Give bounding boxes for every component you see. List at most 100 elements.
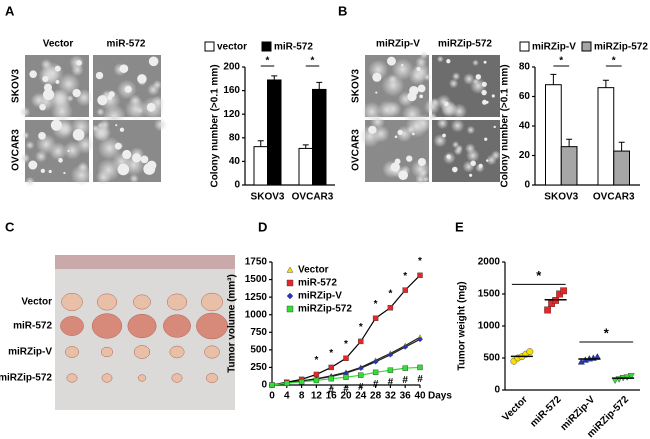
bar <box>613 150 630 186</box>
colony <box>55 79 60 84</box>
photo-blob <box>21 131 30 140</box>
tumor <box>171 373 183 383</box>
y-tick-label: 80 <box>519 62 531 73</box>
x-tick-label: 12 <box>311 391 323 402</box>
y-tick-label: 500 <box>483 353 500 364</box>
legend-label: miR-572 <box>274 42 313 53</box>
point <box>387 304 394 311</box>
colony <box>416 66 421 72</box>
column-label: Vector <box>43 39 74 50</box>
tumor <box>61 293 83 311</box>
significance: * <box>329 348 333 359</box>
photo-blob <box>63 141 82 160</box>
colony <box>394 158 401 165</box>
point <box>387 351 394 358</box>
significance: * <box>266 56 270 67</box>
column-label: miRZip-V <box>376 39 420 50</box>
error-bar <box>257 140 264 147</box>
colony <box>72 128 85 141</box>
row-label: miRZip-572 <box>0 373 52 384</box>
legend-marker <box>286 279 294 287</box>
y-tick-label: 1000 <box>245 309 268 320</box>
photo-blob <box>428 112 438 121</box>
colony <box>469 173 473 177</box>
bar <box>560 146 578 186</box>
colony <box>386 56 396 66</box>
colony <box>119 64 129 73</box>
y-tick-label: 750 <box>250 327 267 338</box>
photo-blob <box>49 89 72 112</box>
legend-swatch <box>261 41 272 52</box>
tumor <box>206 372 218 384</box>
row-label: SKOV3 <box>351 69 362 103</box>
point <box>402 287 408 293</box>
x-tick-label: 4 <box>284 391 290 402</box>
point <box>328 375 334 382</box>
colony <box>63 171 66 175</box>
colony <box>485 100 489 104</box>
y-axis-label: Colony number (>0.1 mm) <box>500 64 511 187</box>
y-tick-label: 2000 <box>478 257 501 268</box>
y-tick-label: 40 <box>519 121 531 132</box>
colony <box>124 85 132 93</box>
row-label: OVCAR3 <box>11 129 22 171</box>
colony <box>140 155 149 164</box>
colony <box>478 163 483 168</box>
point <box>358 338 364 345</box>
tumor <box>163 314 191 338</box>
colony <box>42 75 49 83</box>
y-tick-label: 20 <box>519 150 531 161</box>
colony <box>38 132 46 140</box>
bar <box>253 146 268 186</box>
photo-blob <box>415 173 427 185</box>
tumor <box>91 313 123 339</box>
legend-marker <box>286 305 294 313</box>
colony <box>398 170 408 181</box>
point <box>372 369 379 376</box>
tumor <box>169 345 185 359</box>
tumor <box>60 316 84 336</box>
colony <box>406 155 413 162</box>
significance: * <box>314 355 318 366</box>
column-label: miR-572 <box>107 39 146 50</box>
x-tick-label: 40 <box>414 391 426 402</box>
photo-blob <box>455 144 464 152</box>
significance: # <box>388 377 394 388</box>
colony <box>375 91 378 94</box>
y-tick-label: 1750 <box>245 257 268 268</box>
colony <box>444 101 449 107</box>
bar <box>545 84 562 186</box>
colony <box>483 60 487 64</box>
colony <box>97 95 108 106</box>
tumor <box>133 294 151 310</box>
legend-label: miR-572 <box>298 278 337 289</box>
photo-blob <box>385 100 402 118</box>
colony <box>481 89 487 96</box>
colony <box>40 168 46 174</box>
y-tick-label: 1500 <box>245 274 268 285</box>
photo-blob <box>436 117 449 130</box>
point <box>358 365 364 371</box>
error-bar <box>618 141 625 152</box>
point <box>313 371 320 378</box>
point <box>298 379 305 385</box>
photo-blob <box>419 50 429 60</box>
colony <box>67 149 70 153</box>
colony <box>95 71 104 80</box>
colony <box>114 142 122 150</box>
point <box>544 306 552 314</box>
legend-label: miRZip-V <box>298 291 342 302</box>
significance: * <box>374 299 378 310</box>
point <box>269 382 275 388</box>
panel-letter: E <box>455 219 464 234</box>
colony <box>76 60 82 66</box>
x-tick-label: SKOV3 <box>544 192 578 203</box>
colony <box>412 132 415 136</box>
y-tick-label: 120 <box>223 109 240 120</box>
colony <box>48 169 52 174</box>
colony <box>417 84 426 93</box>
tumor <box>167 293 187 311</box>
photo-blob <box>124 97 148 121</box>
tumor <box>201 292 223 312</box>
